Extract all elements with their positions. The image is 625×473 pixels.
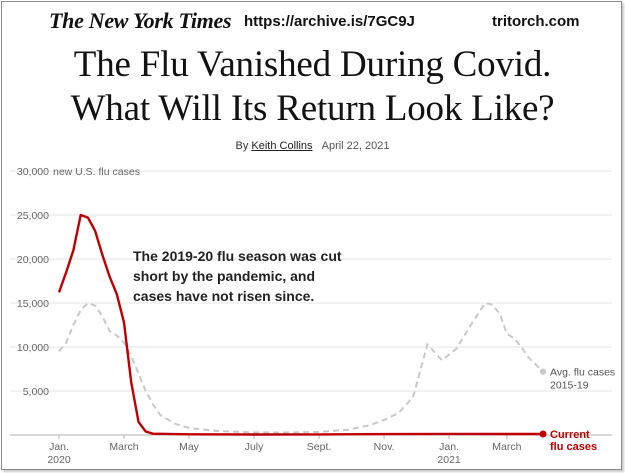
publish-date: April 22, 2021 <box>321 140 390 152</box>
x-tick-label: Jan. <box>439 441 459 453</box>
current-series-label: flu cases <box>550 441 597 453</box>
x-tick-year-label: 2021 <box>437 454 461 466</box>
average-series-end-point <box>539 368 547 375</box>
average-series-label: Avg. flu cases <box>550 367 615 379</box>
y-tick-label: 25,000 <box>17 210 49 222</box>
x-tick-label: Jan. <box>49 441 69 453</box>
x-tick-label: May <box>179 441 200 453</box>
chart-annotation-line: cases have not risen since. <box>133 288 314 304</box>
y-tick-label: 5,000 <box>23 386 49 398</box>
y-tick-label: 20,000 <box>17 254 49 266</box>
byline: By Keith Collins April 22, 2021 <box>0 140 625 152</box>
author-link[interactable]: Keith Collins <box>251 140 313 152</box>
nyt-logo: The New York Times <box>49 8 232 33</box>
headline-line-2: What Will Its Return Look Like? <box>70 88 555 129</box>
x-tick-label: Nov. <box>374 441 395 453</box>
y-tick-label: 10,000 <box>17 342 49 354</box>
current-series-line <box>57 213 543 436</box>
byline-prefix: By <box>235 140 249 152</box>
x-tick-label: March <box>492 441 521 453</box>
average-series-label: 2015-19 <box>550 380 589 392</box>
x-tick-year-label: 2020 <box>47 454 71 466</box>
y-tick-label: 30,000 <box>17 166 49 178</box>
x-tick-label: July <box>245 441 264 453</box>
average-series-line <box>58 301 544 434</box>
chart-annotation-line: The 2019-20 flu season was cut <box>133 248 342 264</box>
x-tick-label: Sept. <box>307 441 332 453</box>
current-series-label: Current <box>550 429 590 441</box>
current-series-end-point <box>539 430 547 438</box>
archive-url: https://archive.is/7GC9J <box>244 13 415 30</box>
y-tick-label: 15,000 <box>17 298 49 310</box>
x-tick-label: March <box>109 441 138 453</box>
site-watermark: tritorch.com <box>492 13 580 30</box>
chart-annotation-line: short by the pandemic, and <box>133 268 315 284</box>
headline-line-1: The Flu Vanished During Covid. <box>73 44 552 85</box>
y-axis-label: new U.S. flu cases <box>53 166 140 178</box>
